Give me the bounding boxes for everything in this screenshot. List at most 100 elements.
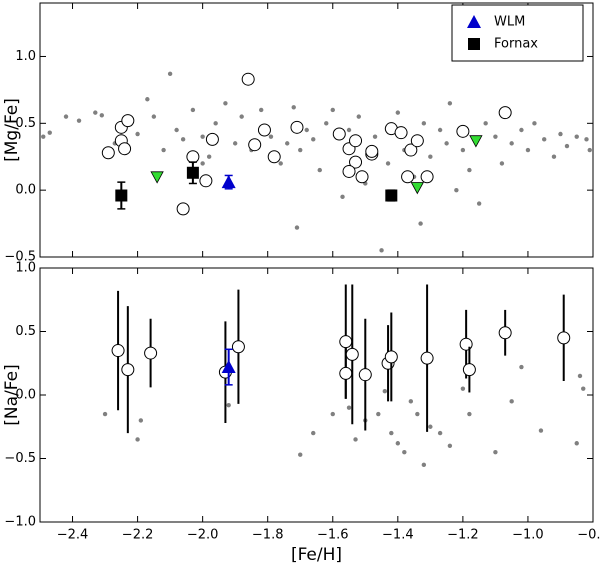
dot [138, 418, 144, 423]
dot [577, 373, 583, 379]
dot [298, 452, 303, 457]
dot [206, 154, 212, 159]
y-tick-label: −0.5 [4, 451, 36, 466]
dot [428, 424, 433, 429]
dot [460, 147, 466, 153]
x-tick-label: −2.2 [122, 528, 154, 543]
open-circle [241, 72, 255, 86]
dot [532, 121, 537, 126]
triangle-down [469, 135, 483, 148]
dot [499, 161, 505, 166]
open-circle [248, 138, 262, 152]
open-circle [498, 106, 512, 120]
open-circle [394, 126, 408, 140]
open-circle [144, 346, 158, 360]
dot [581, 386, 586, 391]
x-tick-label: −1.0 [512, 528, 544, 543]
open-circle [349, 134, 363, 148]
open-circle [498, 326, 512, 340]
dot [311, 430, 316, 436]
dot [421, 462, 427, 468]
dot [444, 141, 449, 146]
frame [39, 2, 594, 258]
open-circle [290, 120, 304, 134]
dot [574, 441, 579, 446]
dot [418, 221, 423, 226]
dot [395, 441, 401, 446]
dot [304, 127, 309, 133]
x-tick-label: −0.8 [577, 528, 600, 543]
legend-label: Fornax [494, 37, 538, 52]
open-circle [358, 368, 372, 382]
dot [415, 411, 420, 417]
dot [493, 449, 498, 455]
dot [294, 225, 300, 230]
dot [330, 107, 335, 113]
dot [389, 430, 394, 436]
y-tick-label: −1.0 [4, 515, 36, 530]
open-circle [101, 146, 115, 160]
dot [437, 430, 443, 436]
open-circle [121, 363, 135, 377]
open-circle [456, 124, 470, 138]
dot [102, 411, 108, 417]
open-circle [186, 150, 200, 164]
dot [285, 141, 290, 146]
square [115, 189, 128, 202]
dot [402, 449, 407, 455]
triangle-down [410, 182, 425, 195]
open-circle [355, 170, 369, 184]
dot [447, 443, 453, 448]
open-circle [365, 144, 379, 158]
open-circle [401, 170, 415, 184]
x-tick-label: −2.4 [57, 528, 89, 543]
dot [226, 402, 231, 408]
dot [376, 411, 381, 417]
dot [268, 134, 274, 139]
x-tick-label: −1.4 [382, 528, 414, 543]
dot [372, 134, 378, 139]
dot [460, 386, 466, 391]
y-axis-label: [Mg/Fe] [2, 98, 22, 162]
dot [151, 114, 157, 119]
plot-area [41, 71, 592, 253]
open-circle [205, 132, 219, 146]
dot [525, 147, 531, 153]
x-tick-label: −1.2 [447, 528, 479, 543]
dot [278, 161, 283, 166]
triangle [221, 360, 236, 374]
dot [519, 364, 524, 370]
dot [509, 399, 514, 404]
dot [180, 137, 186, 142]
dot [476, 201, 482, 206]
square [385, 189, 398, 202]
dot [587, 147, 592, 153]
y-tick-label: 0.5 [15, 116, 36, 131]
triangle-down [150, 171, 164, 184]
dot [291, 105, 296, 110]
dot [47, 130, 52, 135]
legend-box [451, 4, 584, 62]
dot [421, 121, 427, 126]
square [468, 38, 480, 50]
x-tick-label: −2.0 [187, 528, 219, 543]
y-axis-label: [Na/Fe] [2, 364, 22, 425]
dot [99, 113, 105, 118]
dot [395, 110, 401, 115]
dot [584, 137, 589, 142]
dot [223, 101, 228, 106]
square [186, 166, 199, 179]
dot [382, 388, 388, 394]
y-tick-label: 0.0 [15, 183, 36, 198]
open-circle [384, 350, 398, 364]
dot [93, 110, 98, 115]
dot [467, 411, 472, 417]
dot [564, 143, 570, 149]
triangle [467, 15, 481, 28]
triangle [221, 175, 236, 189]
dot [213, 121, 218, 126]
dot [346, 127, 352, 133]
x-axis-label: [Fe/H] [291, 545, 342, 565]
dot [428, 154, 433, 159]
